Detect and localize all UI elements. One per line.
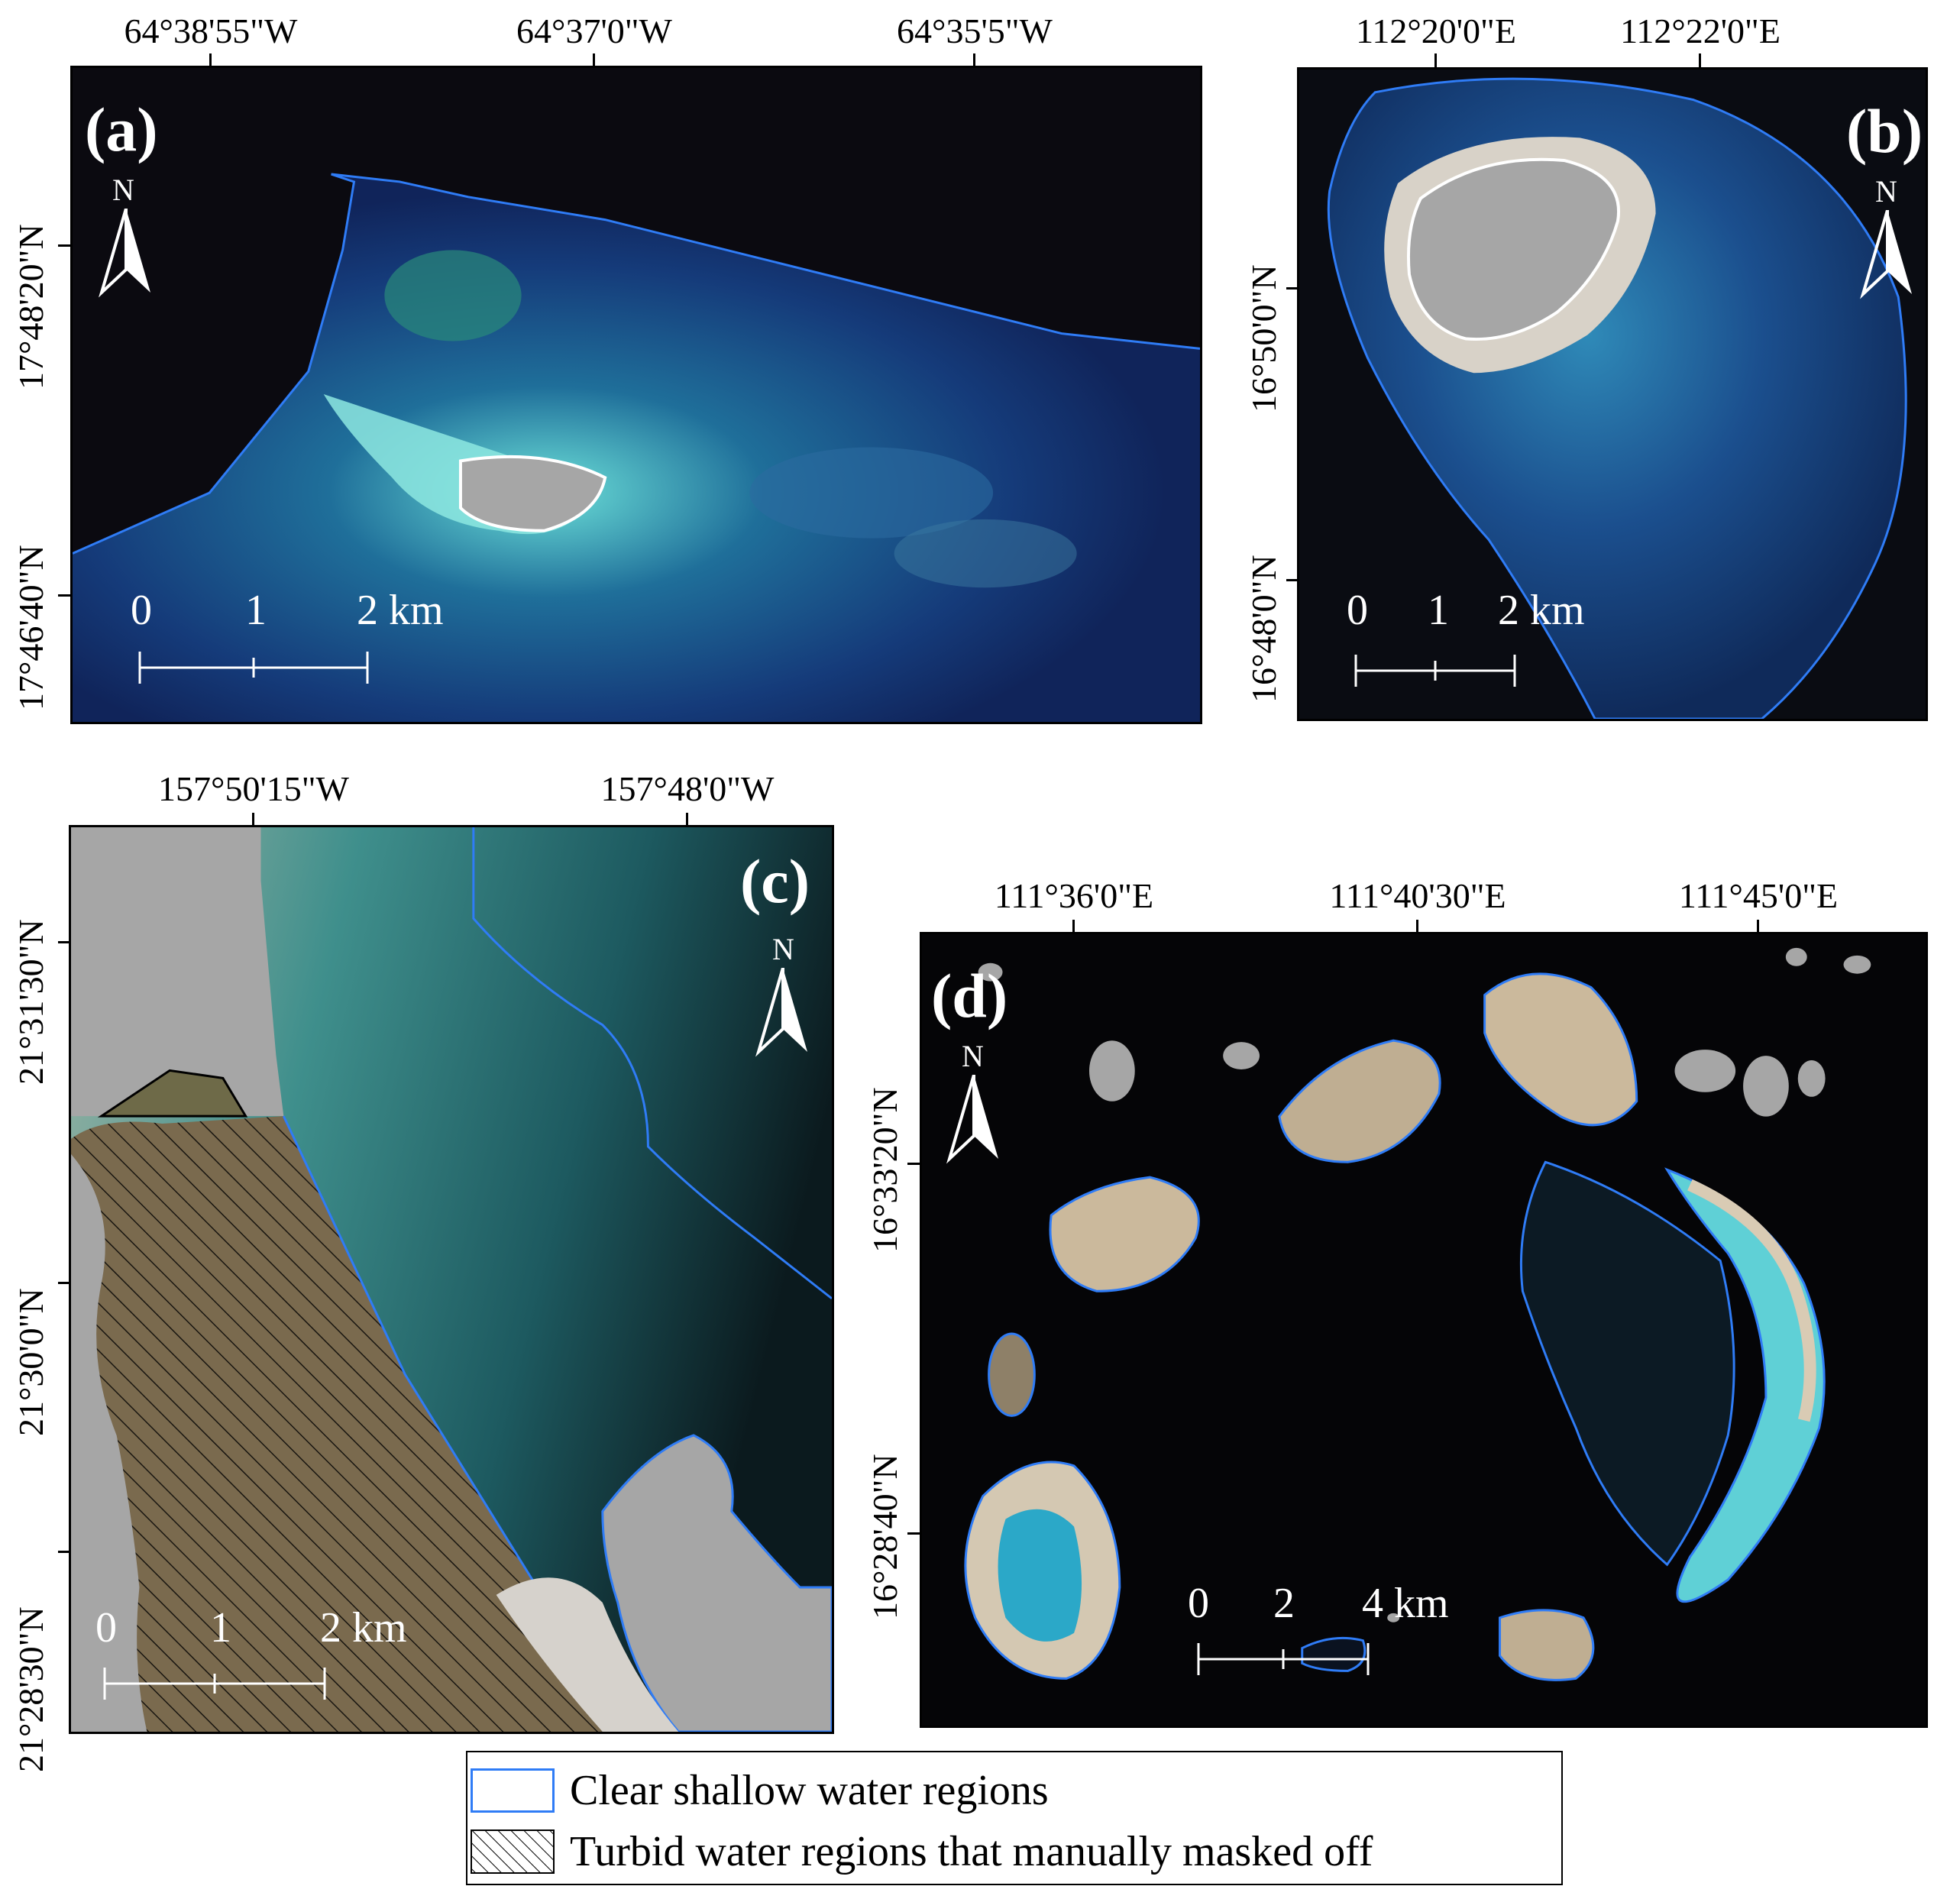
lon-tick-label: 64°38'55"W [124,11,298,50]
satellite-image-b [1327,77,1907,719]
tick-mark [1072,920,1075,933]
hatched-swatch [471,1829,555,1874]
tick-mark [1286,579,1300,581]
legend-label: Clear shallow water regions [570,1767,1049,1814]
scale-label: 1 [1428,587,1449,634]
lon-tick-label: 157°50'15"W [158,769,349,808]
scale-label: 2 km [1498,587,1585,634]
clear-water-swatch [471,1768,555,1813]
tick-mark [593,53,595,67]
lat-tick-label: 21°30'0"N [11,1288,50,1436]
map-frame-b: (b) N 0 1 2 km [1297,67,1928,721]
north-label: N [1875,174,1897,209]
lat-tick-label: 16°50'0"N [1244,264,1283,412]
lat-tick-label: 16°48'0"N [1244,555,1283,703]
lat-tick-label: 21°31'30"N [11,919,50,1085]
panel-label: (d) [931,961,1008,1030]
scale-label: 2 [1273,1580,1295,1627]
scale-bar [1354,655,1516,687]
lat-tick-label: 16°28'40"N [865,1454,904,1619]
north-label: N [962,1039,984,1073]
tick-mark [209,53,212,67]
scale-label: 4 km [1362,1580,1449,1627]
tick-mark [252,813,254,827]
tick-mark [907,1163,921,1165]
north-arrow-icon [946,1075,998,1164]
tick-mark [907,1532,921,1535]
north-arrow-icon [99,209,150,298]
scale-label: 0 [131,587,152,634]
lon-tick-label: 111°45'0"E [1678,876,1839,915]
scale-label: 0 [95,1604,117,1652]
lat-tick-label: 16°33'20"N [865,1087,904,1253]
lon-tick-label: 112°22'0"E [1620,11,1780,50]
lon-tick-label: 157°48'0"W [600,769,775,808]
tick-mark [1434,53,1437,67]
scale-bar [1197,1643,1370,1675]
lat-tick-label: 17°48'20"N [11,224,50,390]
scale-label: 1 [245,587,267,634]
scale-label: 0 [1188,1580,1209,1627]
scale-label: 1 [210,1604,231,1652]
satellite-image-d [964,947,1871,1681]
map-frame-a: (a) N 0 1 2 km [70,66,1202,724]
legend-item: Clear shallow water regions [467,1766,1049,1815]
north-arrow-icon [755,968,807,1057]
tick-mark [58,941,72,943]
satellite-image-a [73,173,1200,722]
map-frame-c: (c) N 0 1 2 km [69,825,834,1734]
tick-mark [58,594,72,597]
scale-label: 2 km [357,587,444,634]
tick-mark [58,1551,72,1553]
legend-label: Turbid water regions that manually maske… [570,1828,1373,1875]
panel-label: (b) [1846,96,1923,166]
north-label: N [112,173,134,207]
tick-mark [1699,53,1701,67]
lon-tick-label: 64°35'5"W [897,11,1053,50]
tick-mark [1757,920,1759,933]
lon-tick-label: 64°37'0"W [516,11,672,50]
tick-mark [973,53,975,67]
panel-label: (c) [740,846,810,916]
scale-label: 2 km [320,1604,407,1652]
panel-label: (a) [85,95,158,164]
lon-tick-label: 111°40'30"E [1329,876,1506,915]
scale-bar [103,1668,326,1700]
lon-tick-label: 111°36'0"E [994,876,1154,915]
lon-tick-label: 112°20'0"E [1356,11,1516,50]
satellite-image-c [71,827,832,1732]
tick-mark [686,813,688,827]
tick-mark [1416,920,1418,933]
legend-item: Turbid water regions that manually maske… [467,1827,1373,1876]
tick-mark [58,1282,72,1284]
map-frame-d: (d) N 0 2 4 km [920,932,1928,1728]
lat-tick-label: 17°46'40"N [11,545,50,710]
tick-mark [1286,287,1300,290]
scale-bar [138,652,369,684]
scale-label: 0 [1347,587,1368,634]
lat-tick-label: 21°28'30"N [11,1606,50,1772]
tick-mark [58,244,72,247]
north-arrow-icon [1860,210,1912,299]
north-label: N [772,932,794,966]
legend: Clear shallow water regions Turbid water… [466,1751,1563,1885]
